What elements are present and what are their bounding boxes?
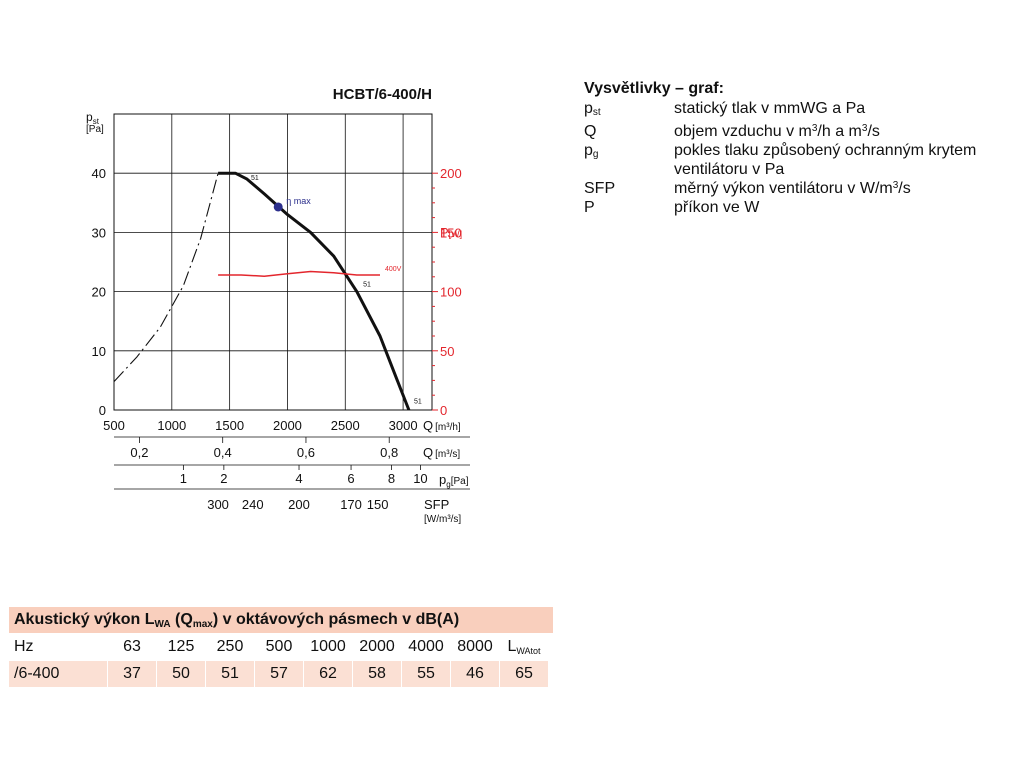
y-tick-label: 20 [92,285,106,300]
y-axis-unit: [Pa] [86,124,104,135]
power-tick-label: 100 [440,285,462,300]
series-power [218,270,380,277]
legend-description: objem vzduchu v m3/h a m3/s [674,123,880,140]
legend-row: pst statický tlak v mmWG a Pa [584,99,1024,122]
eta-max-marker [273,202,283,212]
x-tick-label-pg: 2 [220,471,227,486]
x-axis-label-sfp: SFP [424,497,449,512]
octave-band-header: 4000 [402,634,450,660]
x-axis-label-m3h: Q [m³/h] [423,418,461,433]
legend-description: měrný výkon ventilátoru v W/m3/s [674,180,911,197]
legend-symbol: pst [584,100,601,118]
octave-band-header: 125 [157,634,205,660]
legend-description: pokles tlaku způsobený ochranným krytem … [674,142,977,178]
series-pressure [218,171,411,411]
x-tick-label-pg: 10 [413,471,427,486]
power-tick-label: 200 [440,166,462,181]
band-value: 37 [108,661,156,687]
x-tick-label-sfp: 240 [242,497,264,512]
series-pressure-extension [113,173,219,382]
hz-header-label: Hz [9,634,107,660]
total-header: LWAtot [500,634,548,660]
legend-description: příkon ve W [674,199,760,216]
octave-band-header: 63 [108,634,156,660]
x-tick-label-pg: 6 [347,471,354,486]
x-tick-label-sfp: 300 [207,497,229,512]
series-name-label: 400V [385,266,402,273]
y-tick-label: 30 [92,225,106,240]
octave-band-header: 250 [206,634,254,660]
band-value: 57 [255,661,303,687]
legend-description: statický tlak v mmWG a Pa [674,100,866,117]
fan-performance-chart: HCBT/6-400/Hpst[Pa]010203040P[W]05010015… [86,86,470,525]
chart-legend: Vysvětlivky – graf: pst statický tlak v m… [584,79,1024,217]
x-axis-label-m3s: Q [m³/s] [423,445,460,460]
octave-band-header: 8000 [451,634,499,660]
x-tick-label-m3h: 2000 [273,418,302,433]
x-tick-label-sfp: 150 [367,497,389,512]
chart-title: HCBT/6-400/H [333,86,432,103]
series-point-label: 51 [363,282,371,289]
power-tick-label: 0 [440,403,447,418]
band-value: 62 [304,661,352,687]
band-value: 51 [206,661,254,687]
band-value: 50 [157,661,205,687]
x-axis-unit-sfp: [W/m³/s] [424,514,461,525]
acoustic-table-title: Akustický výkon LWA (Qmax) v oktávových … [9,607,553,633]
power-tick-label: 50 [440,344,454,359]
x-tick-label-m3h: 500 [103,418,125,433]
power-axis-label: P[W] [440,225,462,240]
octave-band-header: 2000 [353,634,401,660]
band-value: 58 [353,661,401,687]
legend-symbol: P [584,199,595,216]
model-row-label: /6-400 [9,661,107,687]
band-value: 46 [451,661,499,687]
x-tick-label-m3s: 0,4 [214,445,232,460]
x-tick-label-pg: 8 [388,471,395,486]
legend-row: SFP měrný výkon ventilátoru v W/m3/s [584,179,1024,198]
x-tick-label-pg: 1 [180,471,187,486]
octave-band-header: 500 [255,634,303,660]
acoustic-header-row: Hz 63 125 250 500 1000 2000 4000 8000 LWAtot [9,634,553,660]
series-point-label: 51 [251,175,259,182]
legend-title: Vysvětlivky – graf: [584,80,724,97]
plot-frame [113,113,433,411]
x-tick-label-m3s: 0,8 [380,445,398,460]
x-tick-label-m3s: 0,6 [297,445,315,460]
y-tick-label: 10 [92,344,106,359]
legend-row: pg pokles tlaku způsobený ochranným kryte… [584,141,1024,179]
total-value: 65 [500,661,548,687]
x-tick-label-m3s: 0,2 [130,445,148,460]
x-axis-label-pg: pg[Pa] [439,472,469,489]
x-tick-label-m3h: 1500 [215,418,244,433]
x-tick-label-m3h: 3000 [389,418,418,433]
band-value: 55 [402,661,450,687]
legend-symbol: SFP [584,180,616,197]
octave-band-header: 1000 [304,634,352,660]
acoustic-power-table: Akustický výkon LWA (Qmax) v oktávových … [9,607,553,687]
y-tick-label: 40 [92,166,106,181]
x-tick-label-m3h: 1000 [157,418,186,433]
legend-symbol: Q [584,123,597,140]
power-tick-label: 150 [440,225,462,240]
acoustic-values-row: /6-400 37 50 51 57 62 58 55 46 65 [9,661,553,687]
x-tick-label-sfp: 170 [340,497,362,512]
x-tick-label-m3h: 2500 [331,418,360,433]
x-tick-label-pg: 4 [295,471,302,486]
y-tick-label: 0 [99,403,106,418]
legend-symbol: pg [584,142,599,160]
eta-max-label: η max [286,196,311,206]
x-tick-label-sfp: 200 [288,497,310,512]
series-point-label: 51 [414,398,422,405]
